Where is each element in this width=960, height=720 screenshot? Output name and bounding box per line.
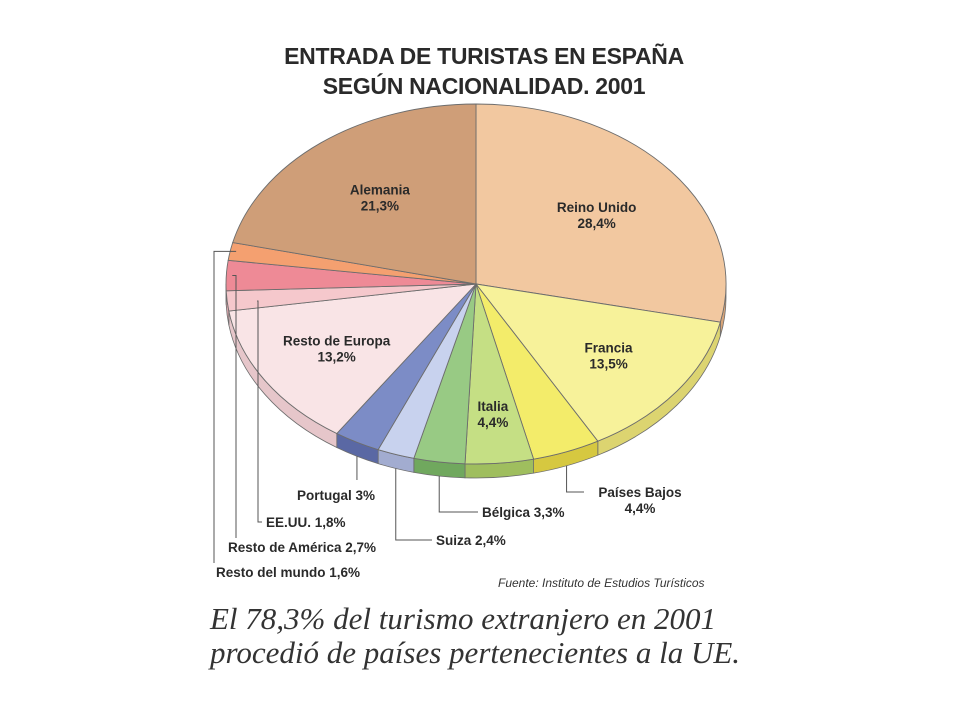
ext-label-resto-de-america: Resto de América 2,7% <box>228 540 376 555</box>
caption-line-2: procedió de países pertenecientes a la U… <box>210 635 741 670</box>
slice-label-francia: Francia 13,5% <box>585 341 634 372</box>
pie-chart: ENTRADA DE TURISTAS EN ESPAÑA SEGÚN NACI… <box>213 42 727 590</box>
slice-label-reino-unido: Reino Unido 28,4% <box>557 200 637 231</box>
chart-title: ENTRADA DE TURISTAS EN ESPAÑA <box>284 42 684 69</box>
leader-resto-de-america <box>232 275 237 538</box>
leader-lines <box>213 250 584 563</box>
ext-label-ee-uu: EE.UU. 1,8% <box>266 515 346 530</box>
slice-alemania <box>232 103 477 285</box>
slice-francia <box>474 283 721 442</box>
ext-label-portugal: Portugal 3% <box>297 488 375 503</box>
pie-slices <box>225 103 727 479</box>
slice-labels: Reino Unido 28,4% Francia 13,5% Italia 4,4% Re… <box>216 182 682 580</box>
caption-text: El 78,3% del turismo extranjero en 2001 … <box>210 602 770 670</box>
leader-ee-uu <box>257 300 262 523</box>
leader-suiza <box>395 468 432 541</box>
source-note: Fuente: Instituto de Estudios Turísticos <box>498 576 705 590</box>
leader-belgica <box>438 476 478 513</box>
ext-label-resto-del-mundo: Resto del mundo 1,6% <box>216 565 360 580</box>
caption-line-1: El 78,3% del turismo extranjero en 2001 <box>210 601 716 636</box>
slice-resto-de-europa <box>228 283 478 435</box>
slice-reino-unido <box>475 103 727 323</box>
slice-label-resto-de-europa: Resto de Europa 13,2% <box>283 334 391 365</box>
ext-label-paises-bajos: Países Bajos 4,4% <box>598 485 681 516</box>
ext-label-belgica: Bélgica 3,3% <box>482 505 565 520</box>
slice-label-italia: Italia 4,4% <box>478 399 509 430</box>
chart-subtitle: SEGÚN NACIONALIDAD. 2001 <box>323 72 646 99</box>
leader-resto-del-mundo <box>213 250 237 563</box>
leader-paises-bajos <box>566 465 584 493</box>
slice-label-alemania: Alemania 21,3% <box>350 182 411 213</box>
ext-label-suiza: Suiza 2,4% <box>436 533 506 548</box>
